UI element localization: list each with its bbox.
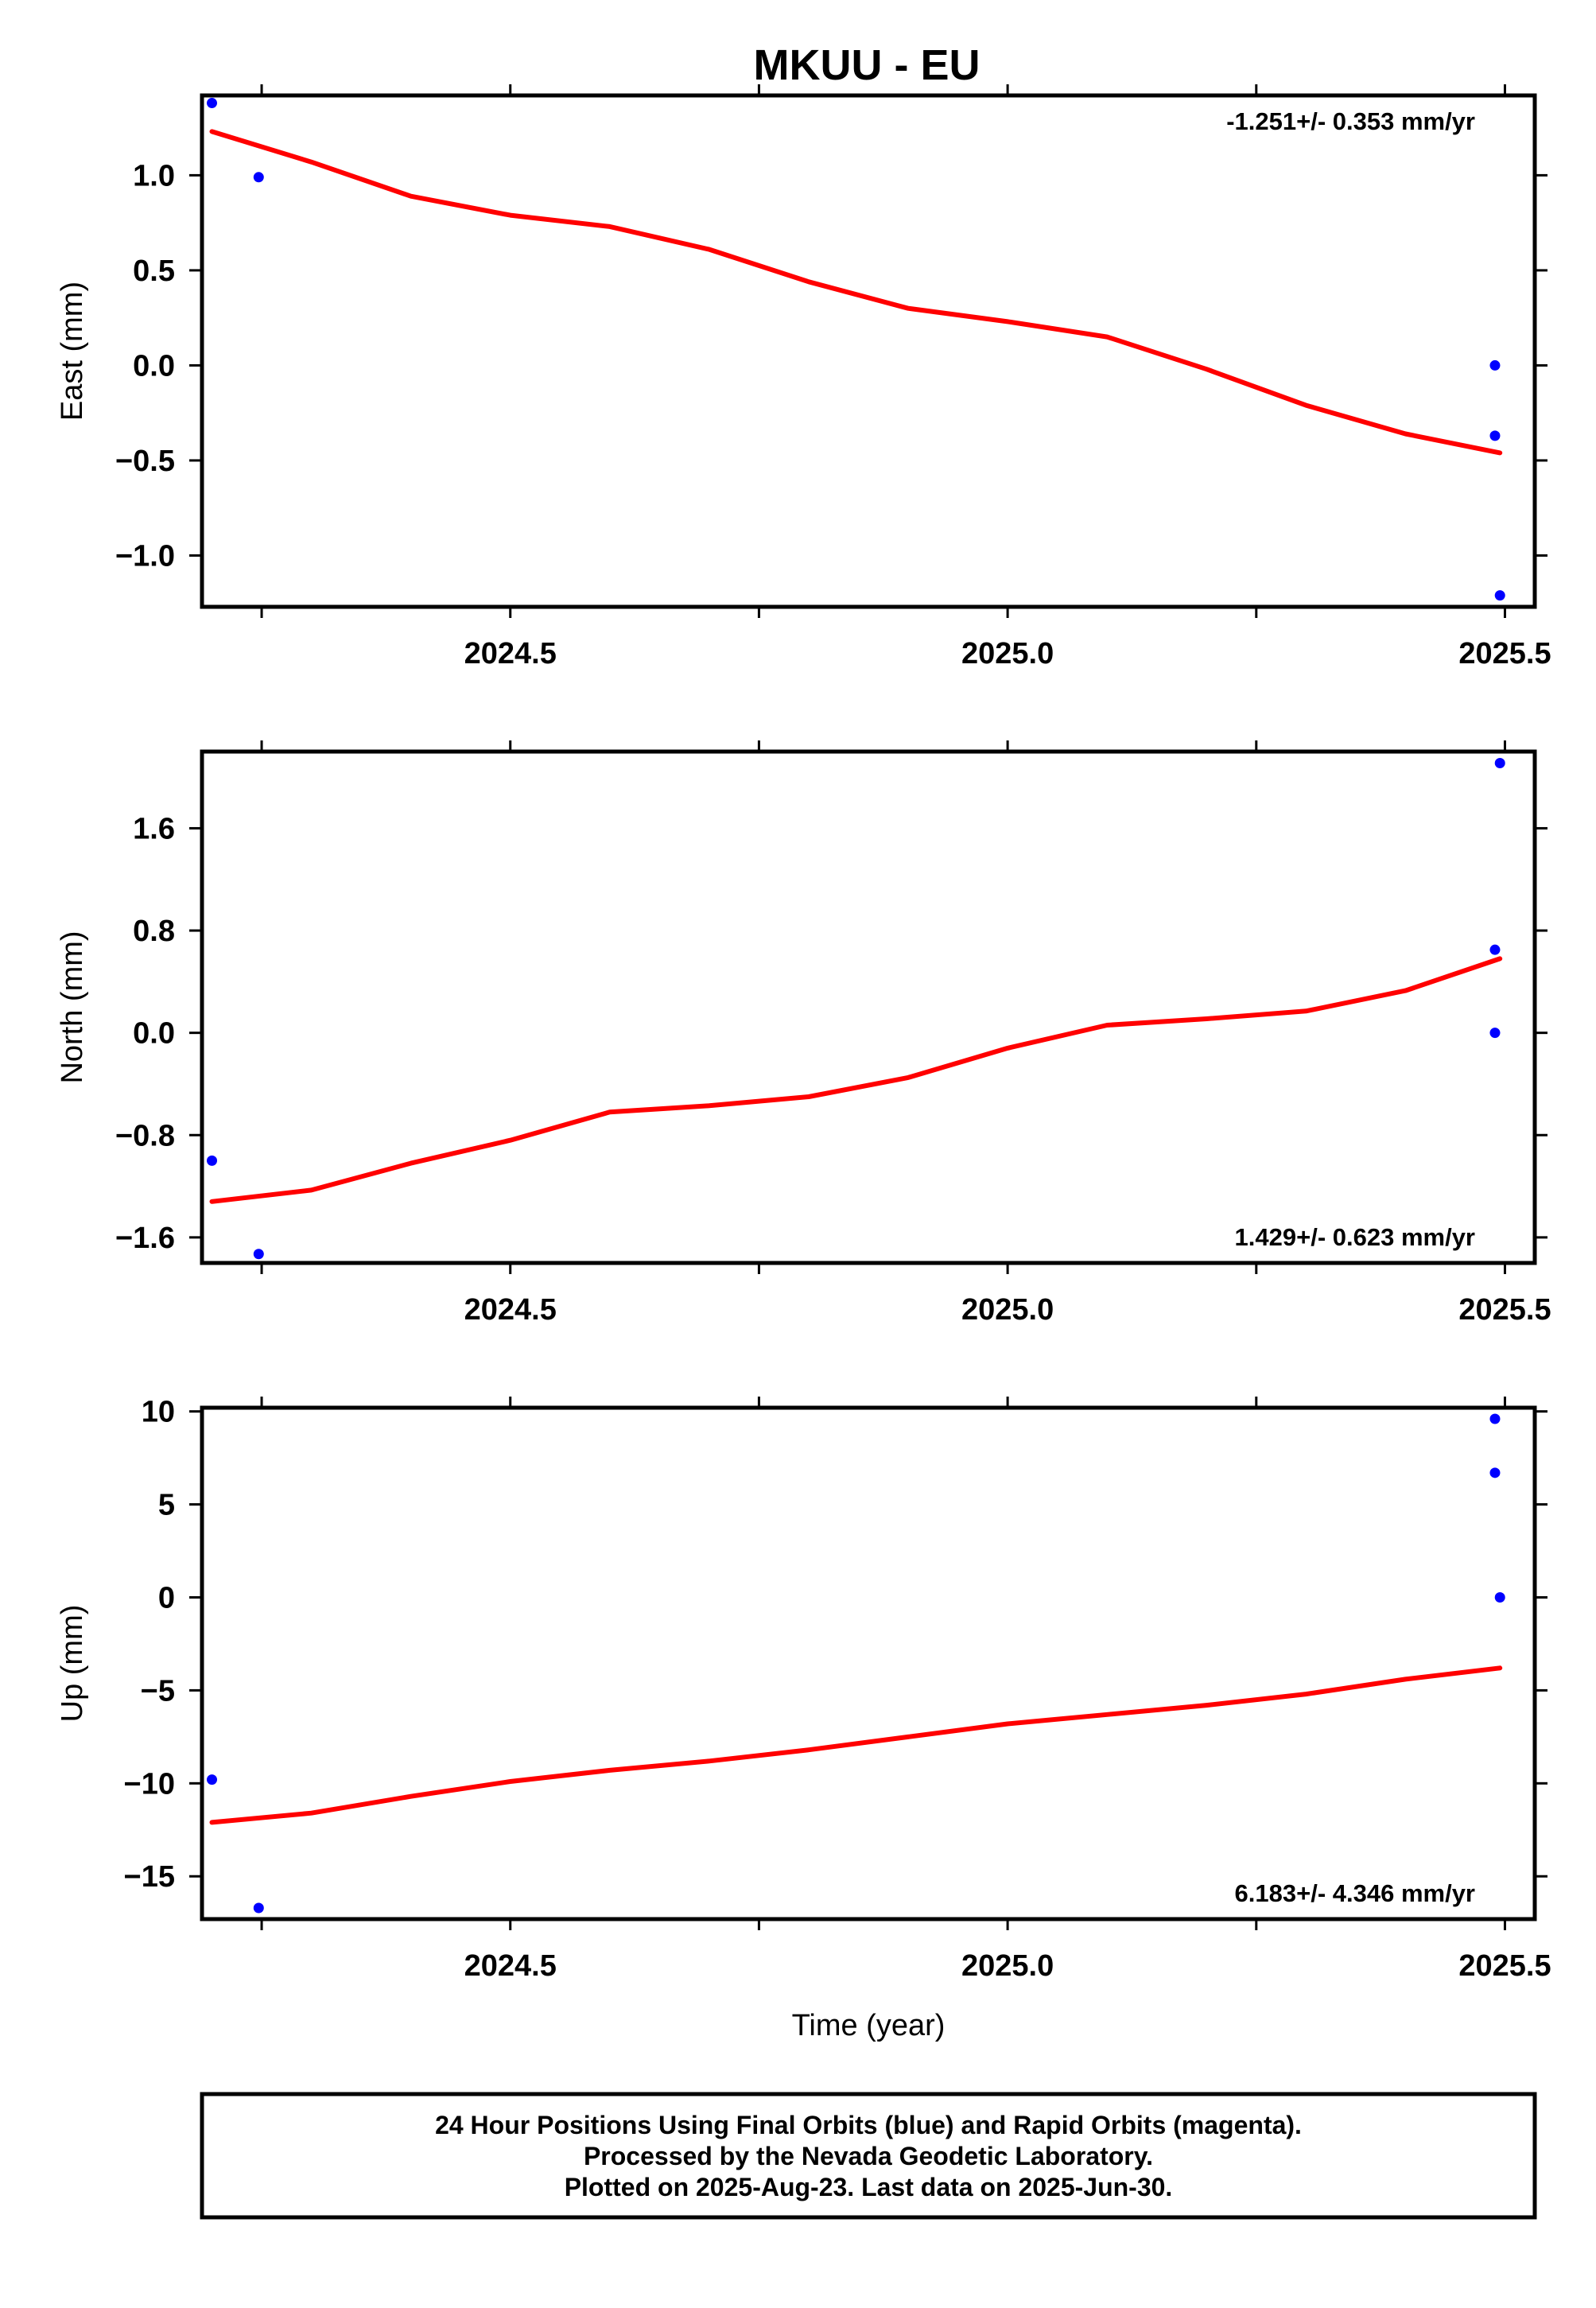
footer-box: 24 Hour Positions Using Final Orbits (bl… <box>200 2092 1537 2220</box>
x-tick-label: 2024.5 <box>464 637 557 670</box>
data-point <box>1494 1591 1505 1603</box>
y-axis-label: East (mm) <box>56 282 89 421</box>
y-tick-label: 0 <box>158 1581 175 1614</box>
footer-line-1: 24 Hour Positions Using Final Orbits (bl… <box>435 2111 1302 2139</box>
figure-title: MKUU - EU <box>754 41 981 89</box>
y-tick-label: 0.8 <box>133 915 175 948</box>
x-tick-label: 2025.5 <box>1458 1949 1551 1983</box>
data-point <box>1494 757 1505 768</box>
footer-line-3: Plotted on 2025-Aug-23. Last data on 202… <box>565 2173 1173 2201</box>
data-point <box>1489 359 1501 371</box>
x-axis-label: Time (year) <box>792 2009 946 2042</box>
rate-annotation: -1.251+/- 0.353 mm/yr <box>1226 107 1475 135</box>
x-tick-label: 2025.5 <box>1458 637 1551 670</box>
x-tick-label: 2025.0 <box>961 1293 1054 1327</box>
x-tick-label: 2024.5 <box>464 1293 557 1327</box>
plot-frame <box>200 93 1537 609</box>
footer-frame <box>200 2092 1537 2220</box>
trend-line <box>209 1665 1503 1825</box>
y-tick-label: 0.0 <box>133 349 175 383</box>
y-tick-label: −1.6 <box>115 1222 175 1255</box>
data-point <box>1489 430 1501 441</box>
trend-line <box>209 956 1503 1204</box>
panel-2: 2024.5 2025.0 2025.5 1.6 0.8 0.0 −0.8 −1.6 North… <box>56 740 1551 1327</box>
y-tick-label: −0.8 <box>115 1119 175 1152</box>
x-tick-label: 2025.0 <box>961 1949 1054 1983</box>
panels-group: 2024.5 2025.0 2025.5 1.0 0.5 0.0 −0.5 −1.0 East … <box>56 84 1551 2042</box>
plot-frame <box>200 749 1537 1265</box>
data-point <box>253 1249 264 1260</box>
footer-line-2: Processed by the Nevada Geodetic Laborat… <box>584 2142 1153 2170</box>
data-point <box>253 1902 264 1914</box>
y-tick-label: −10 <box>124 1767 175 1801</box>
y-axis-label: North (mm) <box>56 931 89 1083</box>
data-point <box>253 172 264 183</box>
y-tick-label: −5 <box>141 1674 175 1708</box>
y-tick-label: 0.5 <box>133 255 175 288</box>
data-point <box>1489 944 1501 955</box>
data-point <box>207 1774 218 1785</box>
y-axis-label: Up (mm) <box>56 1605 89 1723</box>
data-point <box>1489 1028 1501 1039</box>
rate-annotation: 6.183+/- 4.346 mm/yr <box>1235 1879 1475 1907</box>
trend-line <box>209 129 1503 456</box>
data-point <box>1489 1413 1501 1424</box>
data-point <box>1489 1467 1501 1478</box>
data-point <box>1494 590 1505 601</box>
y-tick-label: −1.0 <box>115 539 175 573</box>
data-point <box>207 1155 218 1166</box>
x-tick-label: 2025.5 <box>1458 1293 1551 1327</box>
y-tick-label: 1.0 <box>133 159 175 192</box>
y-tick-label: 0.0 <box>133 1017 175 1051</box>
rate-annotation: 1.429+/- 0.623 mm/yr <box>1235 1223 1475 1251</box>
x-tick-label: 2025.0 <box>961 637 1054 670</box>
panel-1: 2024.5 2025.0 2025.5 1.0 0.5 0.0 −0.5 −1.0 East … <box>56 84 1551 670</box>
panel-3: 2024.5 2025.0 2025.5 10 5 0 −5 −10 −15 Up (mm) Tim… <box>56 1396 1551 2042</box>
x-tick-label: 2024.5 <box>464 1949 557 1983</box>
y-tick-label: 1.6 <box>133 812 175 845</box>
y-tick-label: 5 <box>158 1489 175 1522</box>
plot-frame <box>200 1405 1537 1921</box>
data-point <box>207 98 218 109</box>
y-tick-label: −15 <box>124 1860 175 1894</box>
y-tick-label: 10 <box>142 1396 175 1429</box>
y-tick-label: −0.5 <box>115 445 175 478</box>
